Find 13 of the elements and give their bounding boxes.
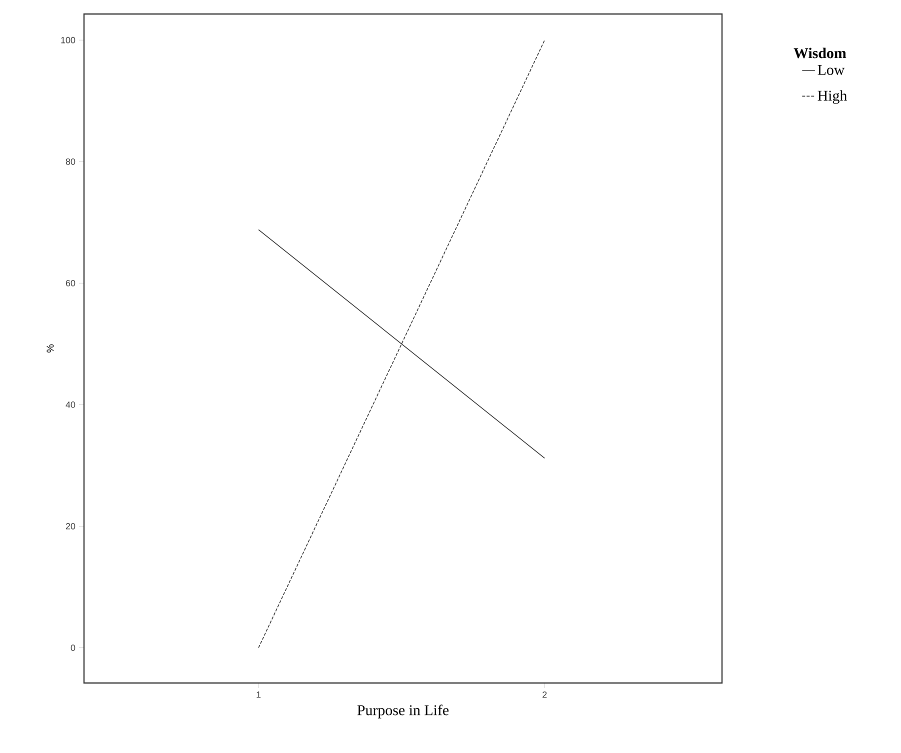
x-tick-label: 2 xyxy=(542,692,547,698)
y-tick-label: 100 xyxy=(61,36,76,44)
y-tick-label: 0 xyxy=(70,644,76,651)
y-tick-label: 60 xyxy=(66,280,76,286)
y-axis-title: % xyxy=(46,344,54,353)
y-tick-label: 20 xyxy=(66,523,76,530)
y-tick-label: 80 xyxy=(66,158,76,165)
legend-label: Low xyxy=(818,65,845,75)
legend-label: High xyxy=(818,90,847,104)
x-axis-title: Purpose in Life xyxy=(357,704,449,718)
y-tick-label: 40 xyxy=(66,402,76,408)
x-tick-label: 1 xyxy=(256,692,261,698)
legend-title: Wisdom xyxy=(794,48,846,58)
